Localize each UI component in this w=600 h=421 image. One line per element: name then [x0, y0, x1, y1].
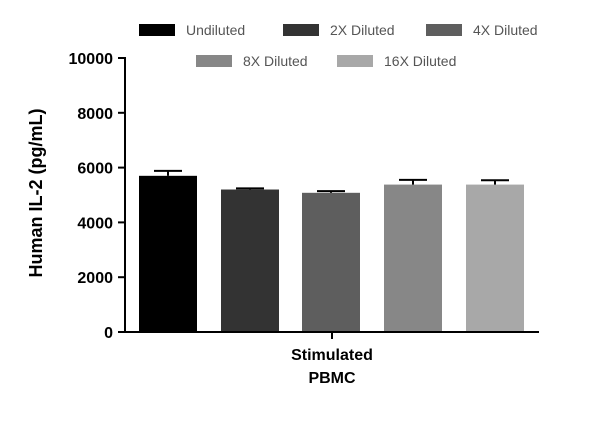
y-tick-label: 6000: [77, 161, 113, 178]
x-category-label-line1: Stimulated: [291, 347, 373, 364]
x-category-label-line2: PBMC: [308, 370, 356, 387]
legend-swatch: [283, 24, 319, 36]
legend-swatch: [337, 55, 373, 67]
bar-undiluted: [139, 175, 197, 332]
bar-8x-diluted: [384, 184, 442, 332]
legend-label: Undiluted: [186, 22, 245, 38]
y-axis-label: Human IL-2 (pg/mL): [26, 109, 46, 278]
legend-swatch: [196, 55, 232, 67]
y-tick-label: 2000: [77, 270, 113, 287]
y-tick-label: 8000: [77, 106, 113, 123]
legend-swatch: [139, 24, 175, 36]
bar-16x-diluted: [466, 184, 524, 332]
legend-label: 8X Diluted: [243, 53, 308, 69]
y-tick-label: 0: [104, 325, 113, 342]
legend: Undiluted 2X Diluted 4X Diluted 8X Diluted 1…: [139, 22, 538, 69]
y-tick-label: 4000: [77, 215, 113, 232]
legend-label: 2X Diluted: [330, 22, 395, 38]
y-axis-ticks: 0 2000 4000 6000 8000 10000: [69, 51, 125, 342]
bars: [139, 169, 524, 332]
bar-4x-diluted: [302, 192, 360, 332]
legend-swatch: [426, 24, 462, 36]
bar-2x-diluted: [221, 189, 279, 332]
legend-label: 16X Diluted: [384, 53, 456, 69]
y-tick-label: 10000: [69, 51, 114, 68]
legend-label: 4X Diluted: [473, 22, 538, 38]
